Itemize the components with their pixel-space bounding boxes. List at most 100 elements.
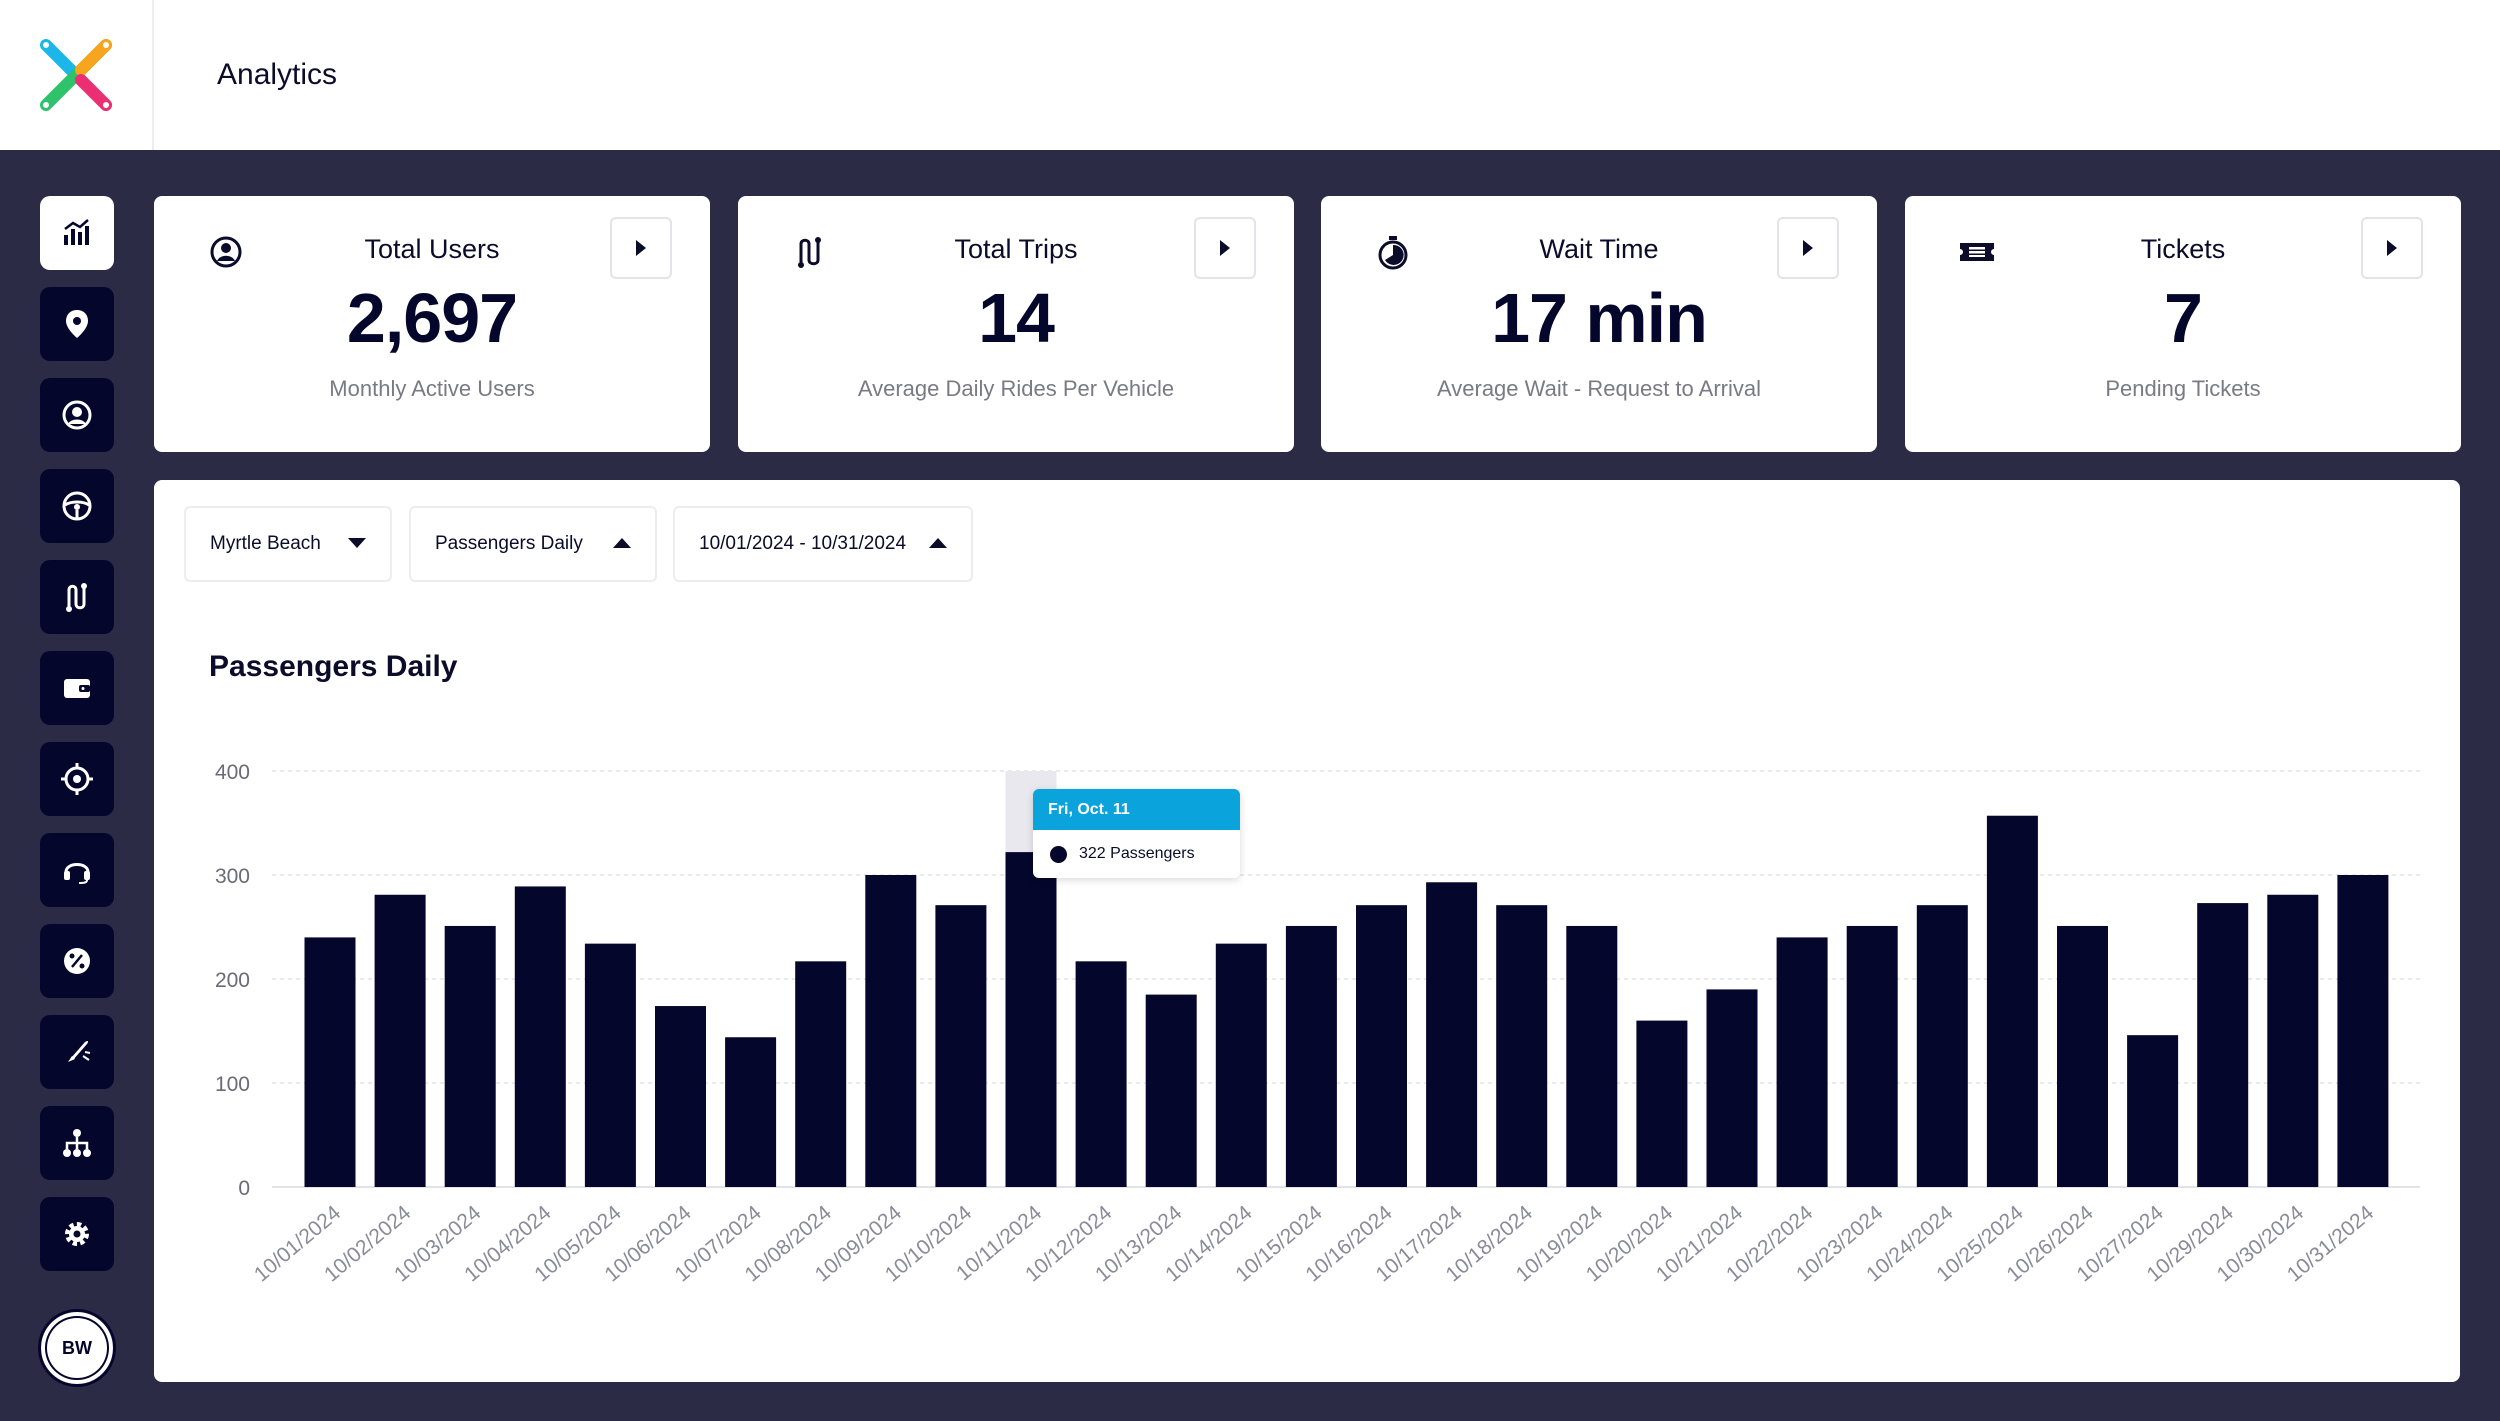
top-header: Analytics <box>0 0 2500 150</box>
bar <box>2267 894 2319 1187</box>
bar <box>1356 905 1407 1187</box>
location-dropdown[interactable]: Myrtle Beach <box>184 506 392 582</box>
brand-logo[interactable] <box>0 0 154 150</box>
sidebar-item-support[interactable] <box>40 833 114 907</box>
headset-icon <box>64 863 90 884</box>
tooltip-date: Fri, Oct. 11 <box>1033 789 1240 830</box>
bar <box>795 961 847 1187</box>
kpi-value: 7 <box>2164 279 2203 357</box>
chevron-down-icon <box>348 538 366 548</box>
bar <box>655 1006 706 1187</box>
bar <box>1566 925 1618 1187</box>
stopwatch-icon <box>1378 236 1408 270</box>
sidebar-item-users[interactable] <box>40 378 114 452</box>
sidebar-item-campaigns[interactable] <box>40 1015 114 1089</box>
bar <box>2197 903 2249 1187</box>
kpi-value: 2,697 <box>346 279 518 357</box>
bar <box>514 886 566 1187</box>
kpi-expand-button[interactable] <box>610 217 672 279</box>
bar <box>2057 925 2108 1187</box>
page-title: Analytics <box>217 58 338 91</box>
kpi-value: 17 min <box>1491 279 1708 357</box>
brand-x-logo-icon <box>40 39 112 111</box>
metric-dropdown-value: Passengers Daily <box>435 533 583 554</box>
bar <box>1005 852 1057 1187</box>
bar <box>1215 943 1267 1187</box>
location-pin-icon <box>66 310 88 338</box>
sidebar-item-promotions[interactable] <box>40 924 114 998</box>
bar <box>1426 882 1478 1187</box>
sidebar-item-organization[interactable] <box>40 1106 114 1180</box>
kpi-card-tickets: Tickets 7 Pending Tickets <box>1905 196 2461 452</box>
steering-wheel-icon <box>62 491 92 521</box>
bar <box>304 937 356 1187</box>
kpi-subtitle: Average Wait - Request to Arrival <box>1436 376 1762 401</box>
sidebar-item-trips[interactable] <box>40 560 114 634</box>
kpi-expand-button[interactable] <box>1194 217 1256 279</box>
y-tick-label: 400 <box>215 761 250 784</box>
metric-dropdown[interactable]: Passengers Daily <box>409 506 657 582</box>
route-icon <box>66 583 87 612</box>
kpi-value: 14 <box>978 279 1055 357</box>
bar <box>725 1037 777 1187</box>
user-avatar[interactable]: BW <box>38 1309 116 1387</box>
bar <box>444 925 496 1187</box>
tooltip-value: 322 Passengers <box>1079 845 1195 862</box>
kpi-title: Total Users <box>364 234 500 264</box>
user-circle-icon <box>62 400 92 430</box>
kpi-card-total-trips: Total Trips 14 Average Daily Rides Per V… <box>738 196 1294 452</box>
kpi-card-total-users: Total Users 2,697 Monthly Active Users <box>154 196 710 452</box>
bar <box>2127 1035 2179 1187</box>
y-tick-label: 300 <box>215 865 250 888</box>
series-dot-icon <box>1050 845 1067 863</box>
bar <box>1145 994 1197 1187</box>
kpi-subtitle: Monthly Active Users <box>329 376 535 401</box>
kpi-title: Total Trips <box>954 234 1078 264</box>
rocket-icon <box>68 1040 91 1062</box>
bar <box>1285 925 1337 1187</box>
y-tick-label: 100 <box>215 1073 250 1096</box>
org-chart-icon <box>63 1129 91 1157</box>
sidebar-item-map[interactable] <box>40 287 114 361</box>
sidebar-item-settings[interactable] <box>40 1197 114 1271</box>
bar <box>1776 937 1828 1187</box>
y-tick-label: 200 <box>215 969 250 992</box>
bar <box>2337 875 2389 1187</box>
percent-badge-icon <box>64 948 90 974</box>
bar-chart-icon <box>64 219 89 245</box>
location-dropdown-value: Myrtle Beach <box>210 533 321 554</box>
bar <box>1075 961 1127 1187</box>
caret-right-icon <box>1803 240 1813 256</box>
sidebar-item-analytics[interactable] <box>40 196 114 270</box>
kpi-title: Wait Time <box>1539 234 1659 264</box>
bar <box>1636 1020 1688 1187</box>
wallet-icon <box>64 679 90 698</box>
bar <box>1496 905 1548 1187</box>
sidebar-item-drivers[interactable] <box>40 469 114 543</box>
bar <box>865 875 917 1187</box>
target-icon <box>61 763 93 795</box>
bar <box>1986 815 2038 1187</box>
tooltip-body: 322 Passengers <box>1033 830 1240 878</box>
kpi-subtitle: Average Daily Rides Per Vehicle <box>857 376 1175 401</box>
caret-right-icon <box>636 240 646 256</box>
bar <box>374 894 426 1187</box>
caret-right-icon <box>2387 240 2397 256</box>
bar <box>935 905 987 1187</box>
kpi-card-wait-time: Wait Time 17 min Average Wait - Request … <box>1321 196 1877 452</box>
sidebar-item-wallet[interactable] <box>40 651 114 725</box>
date-range-value: 10/01/2024 - 10/31/2024 <box>699 533 907 554</box>
y-tick-label: 0 <box>238 1177 250 1200</box>
kpi-subtitle: Pending Tickets <box>2105 376 2261 401</box>
sidebar-item-zones[interactable] <box>40 742 114 816</box>
gear-icon <box>65 1222 89 1246</box>
kpi-expand-button[interactable] <box>1777 217 1839 279</box>
bar <box>1846 925 1898 1187</box>
kpi-expand-button[interactable] <box>2361 217 2423 279</box>
date-range-dropdown[interactable]: 10/01/2024 - 10/31/2024 <box>673 506 973 582</box>
chart-title: Passengers Daily <box>209 650 458 683</box>
chart-tooltip: Fri, Oct. 11 322 Passengers <box>1033 789 1240 878</box>
chevron-up-icon <box>613 538 631 548</box>
chevron-up-icon <box>929 538 947 548</box>
